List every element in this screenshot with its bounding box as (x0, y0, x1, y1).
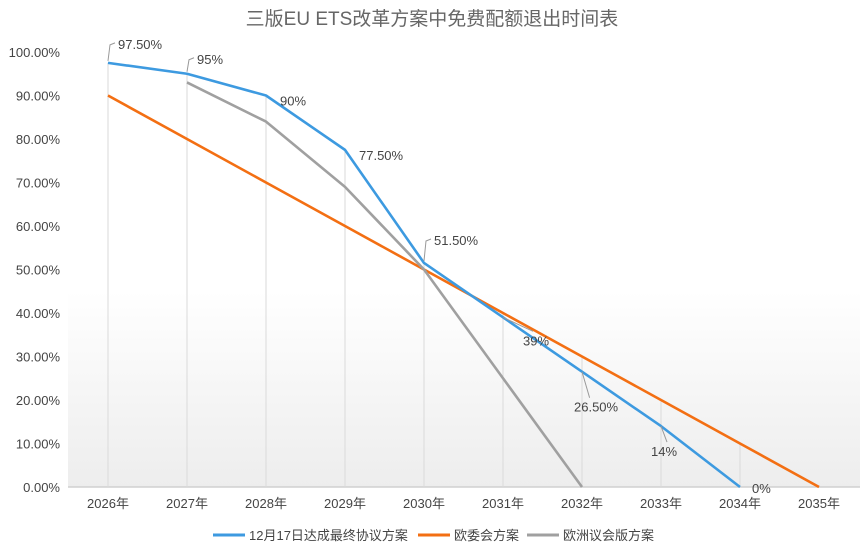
leader-line (502, 316, 534, 332)
x-tick-label: 2030年 (403, 496, 445, 511)
y-tick-label: 10.00% (16, 437, 61, 452)
x-tick-label: 2033年 (640, 496, 682, 511)
series-line-2 (186, 81, 584, 488)
data-label: 0% (752, 481, 771, 496)
x-tick-label: 2032年 (561, 496, 603, 511)
x-tick-label: 2026年 (87, 496, 129, 511)
y-tick-label: 20.00% (16, 393, 61, 408)
data-label: 14% (651, 444, 677, 459)
legend-label: 12月17日达成最终协议方案 (249, 528, 408, 543)
x-tick-label: 2029年 (324, 496, 366, 511)
data-label: 95% (197, 52, 223, 67)
data-label: 97.50% (118, 37, 163, 52)
data-label: 26.50% (574, 400, 619, 415)
legend-label: 欧洲议会版方案 (563, 528, 654, 543)
y-tick-label: 0.00% (23, 480, 60, 495)
y-tick-label: 100.00% (9, 45, 61, 60)
y-tick-label: 50.00% (16, 263, 61, 278)
chart-title: 三版EU ETS改革方案中免费配额退出时间表 (246, 8, 619, 30)
data-label: 51.50% (434, 233, 479, 248)
data-label: 77.50% (359, 148, 404, 163)
leader-line (186, 57, 195, 72)
data-label: 39% (523, 333, 549, 348)
y-tick-label: 70.00% (16, 176, 61, 191)
leader-line (423, 238, 432, 262)
y-tick-label: 30.00% (16, 350, 61, 365)
y-tick-label: 80.00% (16, 132, 61, 147)
leader-line (107, 42, 116, 61)
x-tick-label: 2031年 (482, 496, 524, 511)
x-tick-label: 2034年 (719, 496, 761, 511)
plot-background (68, 52, 860, 487)
x-tick-label: 2035年 (798, 496, 840, 511)
x-tick-label: 2027年 (166, 496, 208, 511)
leader-line (581, 371, 591, 398)
legend-label: 欧委会方案 (454, 528, 519, 543)
y-tick-label: 90.00% (16, 89, 61, 104)
y-tick-label: 60.00% (16, 219, 61, 234)
series-line-0 (107, 61, 741, 489)
x-tick-label: 2028年 (245, 496, 287, 511)
y-tick-label: 40.00% (16, 306, 61, 321)
leader-line (660, 425, 668, 443)
data-label: 90% (280, 94, 306, 109)
